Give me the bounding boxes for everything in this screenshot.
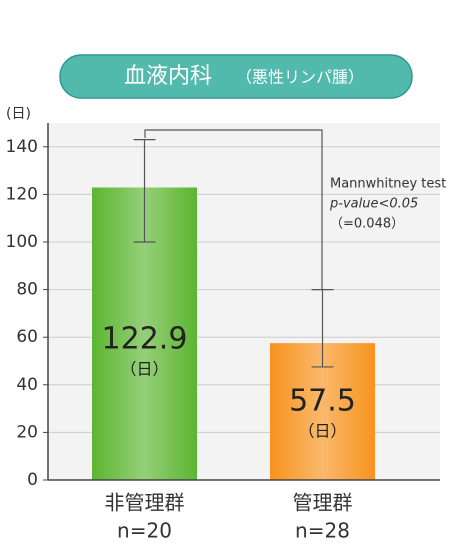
y-tick-label: 120 (6, 184, 38, 204)
annotation: Mannwhitney test (330, 177, 446, 192)
n-label: n=28 (295, 519, 350, 543)
value-unit: （日） (298, 422, 346, 441)
y-tick-label: 60 (16, 327, 38, 347)
value-label: 57.5 (289, 384, 356, 419)
y-axis-label: (日) (6, 106, 31, 122)
x-tick-label: 非管理群 (105, 491, 185, 515)
value-unit: （日） (120, 360, 168, 379)
chart-title: 血液内科 (124, 64, 212, 89)
x-tick-label: 管理群 (293, 491, 353, 515)
y-tick-label: 20 (16, 422, 38, 442)
y-tick-label: 100 (6, 232, 38, 252)
bars: 122.9 （日） 非管理群 n=20 57.5 （日） 管理群 n=28 (92, 139, 375, 543)
annotation: （=0.048） (330, 217, 404, 232)
significance-bracket (144, 129, 323, 290)
n-label: n=20 (117, 519, 172, 543)
y-tick-label: 40 (16, 375, 38, 395)
y-tick-label: 0 (27, 470, 38, 490)
chart-subtitle: （悪性リンパ腫） (236, 68, 364, 87)
y-tick-label: 140 (6, 137, 38, 157)
value-label: 122.9 (102, 322, 188, 357)
title-pill (59, 54, 413, 99)
annotation: p-value<0.05 (329, 197, 418, 212)
y-tick-label: 80 (16, 280, 38, 300)
